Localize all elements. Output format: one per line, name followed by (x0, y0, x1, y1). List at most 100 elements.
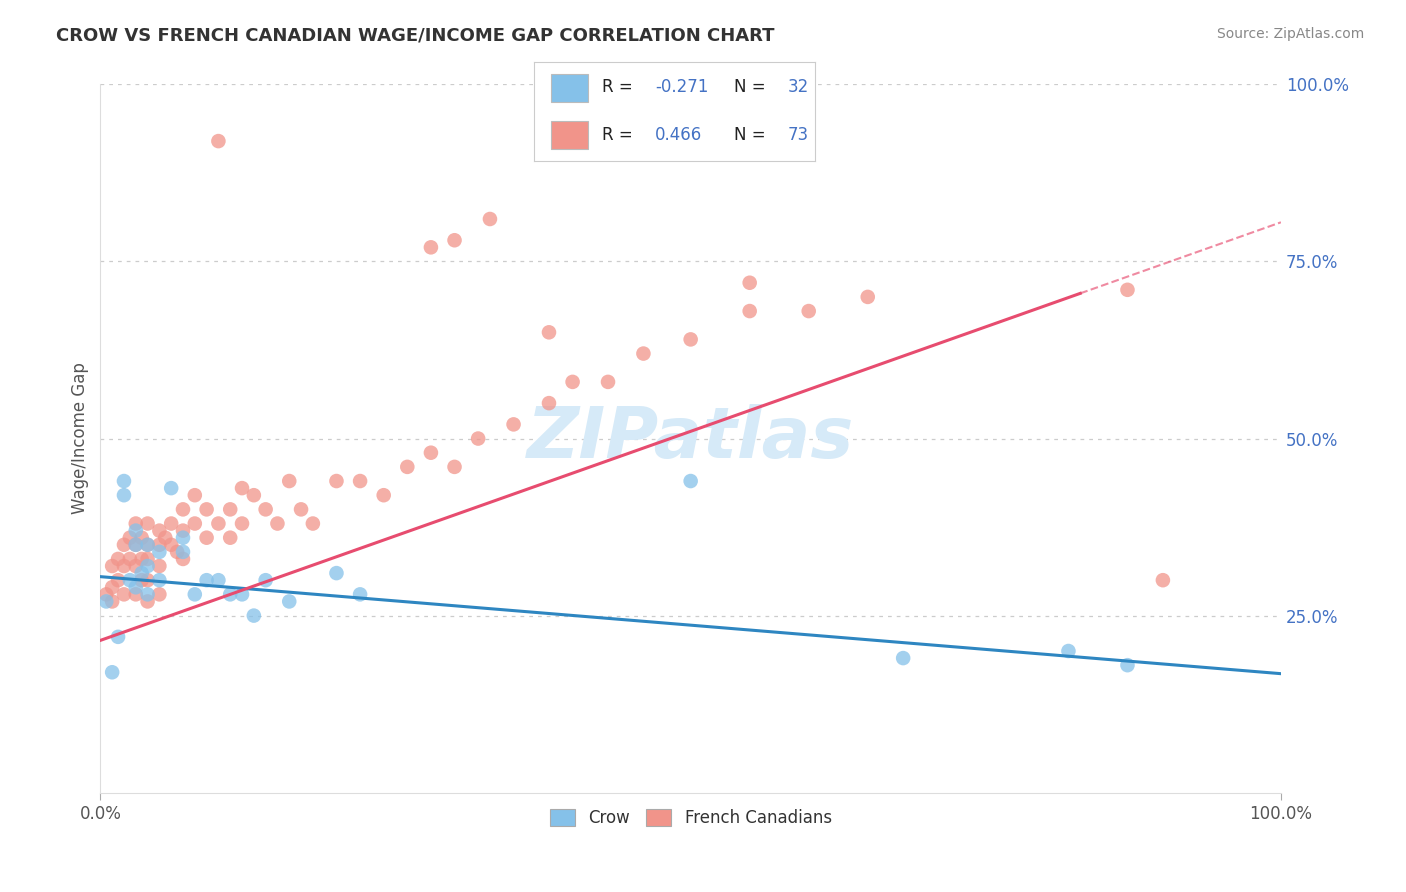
Point (160, 538, 183, 552)
Text: 0.466: 0.466 (655, 126, 703, 144)
Point (679, 332, 702, 346)
Point (160, 481, 183, 495)
Point (125, 559, 148, 574)
Point (136, 516, 159, 531)
Text: 32: 32 (787, 78, 808, 96)
Point (131, 531, 153, 545)
Point (219, 587, 242, 601)
Point (561, 375, 583, 389)
Point (101, 594, 124, 608)
Point (396, 459, 419, 474)
Point (207, 134, 229, 148)
Point (136, 538, 159, 552)
Point (738, 276, 761, 290)
Point (136, 573, 159, 587)
Text: R =: R = (602, 126, 638, 144)
Point (101, 559, 124, 574)
Point (290, 502, 312, 516)
Point (184, 587, 207, 601)
Point (1116, 658, 1139, 673)
FancyBboxPatch shape (551, 74, 588, 102)
Point (125, 587, 148, 601)
Point (325, 474, 347, 488)
Point (633, 346, 655, 360)
Point (136, 538, 159, 552)
Point (112, 587, 135, 601)
Point (419, 240, 441, 254)
Text: N =: N = (734, 78, 770, 96)
Point (101, 665, 124, 680)
Point (172, 531, 194, 545)
Point (537, 326, 560, 340)
Point (136, 594, 159, 608)
Point (254, 502, 277, 516)
Point (155, 531, 177, 545)
Point (148, 573, 170, 587)
Text: N =: N = (734, 126, 770, 144)
FancyBboxPatch shape (551, 121, 588, 149)
Point (118, 573, 141, 587)
Point (207, 516, 229, 531)
Point (419, 446, 441, 460)
Text: -0.271: -0.271 (655, 78, 709, 96)
Point (278, 594, 301, 608)
Point (1116, 283, 1139, 297)
Point (96, 587, 118, 601)
Text: R =: R = (602, 78, 638, 96)
Point (1152, 573, 1174, 587)
Point (596, 375, 619, 389)
Point (797, 304, 820, 318)
Point (195, 502, 218, 516)
Point (131, 566, 153, 580)
Point (112, 488, 135, 502)
Point (136, 587, 159, 601)
Point (136, 559, 159, 574)
Point (856, 290, 879, 304)
Point (219, 502, 242, 516)
Point (302, 516, 325, 531)
Point (148, 545, 170, 559)
Point (195, 573, 218, 587)
Point (207, 573, 229, 587)
Point (166, 545, 188, 559)
Point (107, 552, 129, 566)
Point (118, 552, 141, 566)
Point (679, 474, 702, 488)
Point (136, 552, 159, 566)
Point (112, 559, 135, 574)
Point (254, 573, 277, 587)
Point (107, 573, 129, 587)
Point (172, 545, 194, 559)
Point (231, 481, 253, 495)
Y-axis label: Wage/Income Gap: Wage/Income Gap (72, 363, 89, 515)
Point (125, 538, 148, 552)
Point (131, 552, 153, 566)
Point (172, 502, 194, 516)
Point (148, 524, 170, 538)
Point (219, 531, 242, 545)
Legend: Crow, French Canadians: Crow, French Canadians (543, 803, 838, 834)
Point (349, 587, 371, 601)
Point (1057, 644, 1080, 658)
Point (96, 594, 118, 608)
Point (160, 516, 183, 531)
Point (443, 233, 465, 247)
Point (349, 474, 371, 488)
Point (184, 516, 207, 531)
Point (373, 488, 395, 502)
Point (266, 516, 288, 531)
Point (231, 516, 253, 531)
Point (195, 531, 218, 545)
Point (112, 538, 135, 552)
Point (443, 459, 465, 474)
Point (125, 524, 148, 538)
Point (125, 516, 148, 531)
Point (172, 524, 194, 538)
Point (107, 630, 129, 644)
Point (118, 531, 141, 545)
Point (738, 304, 761, 318)
Point (243, 488, 266, 502)
Point (278, 474, 301, 488)
Point (891, 651, 914, 665)
Point (325, 566, 347, 580)
